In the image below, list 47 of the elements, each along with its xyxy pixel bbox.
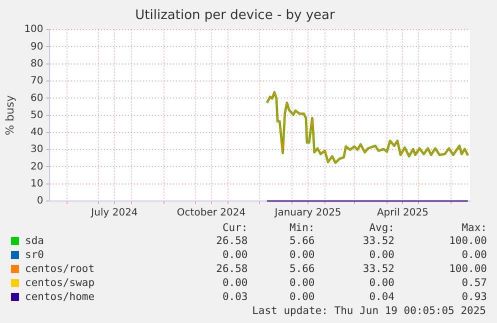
y-tick-label: 50 [30, 110, 44, 121]
x-tick-label: October 2024 [176, 208, 246, 219]
text: 0.57 [460, 276, 487, 290]
legend-label: sda [24, 234, 45, 248]
y-tick-label: 20 [30, 161, 44, 172]
text: 0.93 [460, 290, 487, 304]
text: Max: [460, 222, 487, 234]
text: 0.00 [288, 248, 315, 262]
y-tick-label: 100 [24, 24, 44, 36]
text: 0.00 [460, 248, 487, 262]
x-tick-label: January 2025 [274, 208, 342, 219]
text: 5.66 [288, 234, 315, 248]
text: 33.52 [362, 262, 394, 276]
text: Min: [288, 222, 315, 234]
text: 33.52 [362, 234, 394, 248]
text: 0.00 [221, 276, 248, 290]
chart-title: Utilization per device - by year [135, 8, 336, 24]
y-tick-label: 30 [30, 144, 44, 156]
text: 0.04 [368, 290, 394, 304]
text: 0.00 [221, 248, 248, 262]
text: 26.58 [215, 262, 248, 276]
legend-label: centos/root [24, 262, 96, 276]
y-tick-label: 10 [30, 178, 44, 190]
text: Cur: [221, 222, 248, 234]
text: 5.66 [288, 262, 315, 276]
text: 0.00 [288, 276, 315, 290]
text: 100.00 [448, 262, 487, 276]
legend-label: centos/swap [24, 276, 96, 290]
text: 0.03 [221, 290, 248, 304]
text: 0.00 [368, 276, 394, 290]
text: 26.58 [215, 234, 248, 248]
y-tick-label: 90 [30, 41, 44, 52]
legend-label: sr0 [24, 248, 45, 262]
y-axis-title: % busy [3, 94, 16, 136]
legend-label: centos/home [24, 290, 96, 304]
text: 0.00 [368, 248, 394, 262]
text: Avg: [368, 222, 394, 234]
text: 100.00 [448, 234, 487, 248]
text: Last update: Thu Jun 19 00:05:05 2025 [251, 304, 487, 318]
x-tick-label: July 2024 [90, 208, 138, 219]
text: 0.00 [288, 290, 315, 304]
y-tick-label: 70 [30, 76, 44, 87]
y-tick-label: 60 [30, 92, 44, 104]
y-tick-label: 0 [36, 196, 44, 207]
y-tick-label: 40 [30, 127, 44, 138]
y-tick-label: 80 [30, 58, 44, 70]
x-tick-label: April 2025 [376, 208, 428, 219]
